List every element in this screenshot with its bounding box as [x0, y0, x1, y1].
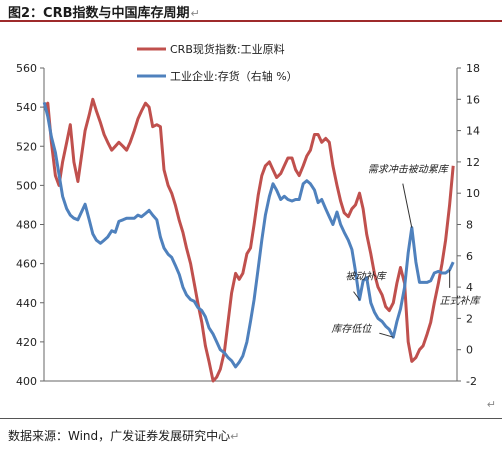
left-tick-label: 500 [16, 179, 37, 192]
return-mark-icon: ↵ [230, 430, 240, 443]
left-tick-label: 420 [16, 336, 37, 349]
left-tick-label: 400 [16, 375, 37, 388]
right-tick-label: 10 [466, 187, 480, 200]
figure-title-text: 图2：CRB指数与中国库存周期 [8, 6, 190, 21]
right-tick-label: 4 [466, 281, 473, 294]
left-tick-label: 460 [16, 258, 37, 271]
annotation-label: 被动补库 [346, 271, 388, 283]
left-tick-label: 440 [16, 297, 37, 310]
annotation-leader [353, 291, 360, 300]
right-tick-label: -2 [466, 375, 477, 388]
source-text: 数据来源：Wind，广发证券发展研究中心↵ [8, 427, 239, 444]
right-tick-label: 6 [466, 250, 473, 263]
right-tick-label: 16 [466, 93, 480, 106]
left-tick-label: 480 [16, 219, 37, 232]
source-rule [0, 418, 502, 419]
title-rule [0, 20, 502, 22]
annotation-label: 正式补库 [440, 295, 482, 307]
annotation-label: 库存低位 [331, 323, 372, 335]
annotation-leader [379, 332, 394, 338]
right-tick-label: 12 [466, 156, 480, 169]
left-tick-label: 520 [16, 140, 37, 153]
figure-title: 图2：CRB指数与中国库存周期↵ [8, 2, 200, 21]
right-tick-label: 8 [466, 219, 473, 232]
annotation-leader [402, 183, 413, 228]
left-tick-label: 540 [16, 101, 37, 114]
annotation-label: 需求冲击被动累库 [368, 164, 450, 176]
chart: 5605405205004804604404204001816141210864… [16, 42, 482, 388]
return-mark-icon: ↵ [190, 7, 200, 20]
crb-series-line [43, 97, 455, 383]
right-tick-label: 0 [466, 344, 473, 357]
right-tick-label: 18 [466, 62, 480, 75]
legend-label: CRB现货指数:工业原料 [170, 42, 285, 56]
inventory-series-line [42, 102, 455, 369]
right-tick-label: 14 [466, 125, 480, 138]
right-tick-label: 2 [466, 312, 473, 325]
left-tick-label: 560 [16, 62, 37, 75]
source-label: 数据来源：Wind，广发证券发展研究中心 [8, 429, 231, 443]
legend-label: 工业企业:存货（右轴 %） [170, 69, 298, 83]
return-mark-icon: ↵ [486, 398, 496, 411]
